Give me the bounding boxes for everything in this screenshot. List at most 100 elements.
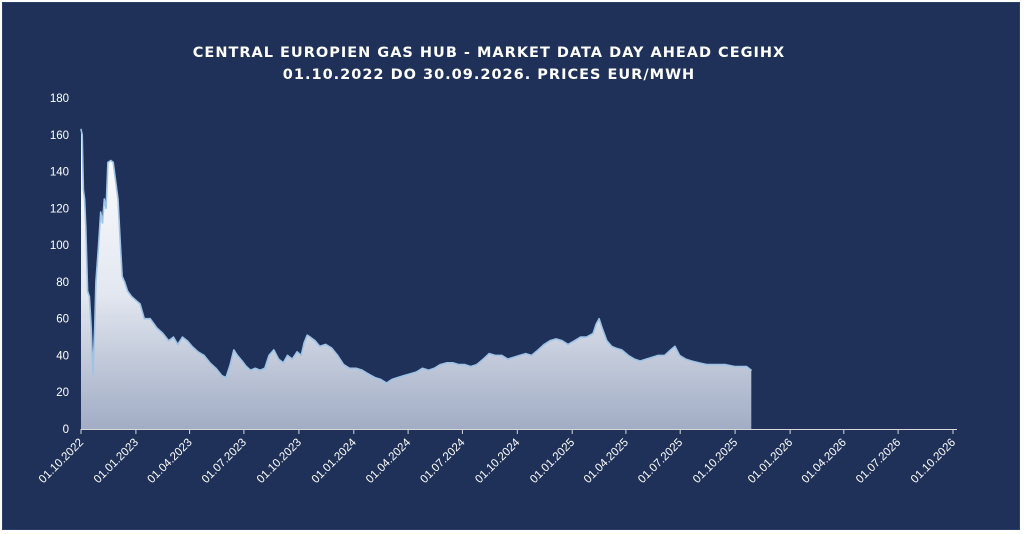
data-point [610, 345, 613, 348]
data-point [606, 339, 608, 342]
data-point [309, 336, 312, 338]
data-point [706, 363, 708, 366]
data-point [684, 358, 687, 360]
data-point [149, 317, 151, 320]
data-point [229, 363, 231, 366]
data-point [117, 198, 119, 200]
x-tick-label: 01.10.2024 [473, 436, 523, 486]
data-point [733, 365, 736, 368]
data-point [162, 332, 164, 335]
data-point [249, 369, 252, 372]
x-tick-label: 01.01.2023 [92, 437, 141, 486]
price-area-0 [81, 129, 752, 430]
data-point [264, 367, 266, 370]
y-tick-label: 80 [56, 277, 69, 289]
data-point [107, 161, 109, 164]
data-point [678, 354, 681, 357]
data-point [203, 354, 205, 357]
price-line-0 [80, 129, 752, 384]
x-tick-label: 01.07.2024 [418, 436, 468, 486]
data-point [458, 363, 460, 366]
data-point [181, 336, 184, 338]
data-point [433, 367, 436, 370]
data-point [595, 323, 597, 326]
data-point [537, 349, 539, 351]
data-point [348, 367, 351, 370]
x-tick-label: 01.10.2022 [37, 437, 86, 486]
data-point [123, 281, 126, 283]
data-point [330, 347, 333, 349]
data-point [186, 339, 188, 342]
chart-subtitle: 01.10.2022 DO 30.09.2026. PRICES EUR/MWH [283, 67, 695, 83]
y-tick-label: 120 [50, 203, 69, 215]
data-point [543, 343, 545, 346]
data-point [674, 345, 676, 348]
data-point [530, 354, 533, 357]
data-point [233, 349, 235, 351]
data-point [715, 363, 717, 366]
data-point [567, 343, 569, 346]
data-point [501, 354, 503, 357]
data-point [296, 351, 298, 353]
data-point [259, 369, 261, 372]
data-point [225, 376, 227, 379]
data-point [620, 349, 623, 351]
x-tick-label: 01.10.2025 [691, 437, 740, 486]
data-point [245, 365, 248, 368]
y-tick-label: 180 [50, 93, 69, 105]
data-point [105, 207, 107, 210]
y-tick-label: 40 [56, 350, 69, 362]
data-point [236, 354, 239, 357]
data-point [745, 365, 748, 368]
data-point [452, 362, 454, 364]
x-axis-ticks: 01.10.2022 01.01.2023 01.04.2023 01.07.2023… [37, 429, 958, 486]
data-point [197, 351, 199, 353]
price-line-layer [80, 128, 753, 384]
data-point [268, 354, 270, 357]
data-point [92, 373, 94, 375]
data-point [379, 378, 382, 381]
data-point [415, 371, 418, 373]
x-tick-label: 01.01.2024 [310, 436, 360, 486]
data-point [176, 343, 179, 346]
x-tick-label: 01.07.2023 [200, 437, 249, 486]
data-point [469, 365, 472, 368]
data-point [139, 303, 141, 305]
data-point [633, 358, 636, 360]
data-point [512, 356, 515, 359]
data-point [277, 358, 280, 360]
data-point [130, 295, 133, 298]
data-point [494, 354, 497, 357]
data-point [300, 354, 303, 357]
data-point [518, 354, 521, 357]
data-point [639, 360, 641, 362]
data-point [601, 327, 603, 329]
x-tick-label: 01.04.2023 [146, 437, 195, 486]
x-tick-label: 01.07.2026 [854, 437, 903, 486]
x-tick-label: 01.01.2025 [528, 437, 577, 486]
data-point [427, 369, 430, 372]
data-point [303, 341, 306, 344]
y-tick-label: 60 [56, 314, 69, 326]
data-point [97, 248, 100, 250]
data-point [627, 354, 630, 357]
data-point [488, 352, 491, 355]
data-point [95, 281, 97, 283]
data-point [651, 356, 653, 359]
data-point [342, 363, 345, 366]
x-tick-label: 01.07.2025 [636, 437, 685, 486]
data-point [99, 211, 102, 213]
data-point [191, 345, 193, 348]
data-point [409, 373, 412, 375]
data-point [657, 354, 659, 357]
data-point [439, 363, 442, 366]
data-point [475, 363, 478, 366]
y-tick-label: 140 [50, 167, 69, 179]
data-point [739, 365, 742, 368]
x-tick-label: 01.10.2026 [909, 437, 958, 486]
x-tick-label: 01.04.2026 [800, 437, 849, 486]
data-point [215, 367, 217, 370]
data-point [291, 358, 294, 360]
data-point [592, 332, 594, 335]
y-tick-label: 100 [50, 240, 69, 252]
